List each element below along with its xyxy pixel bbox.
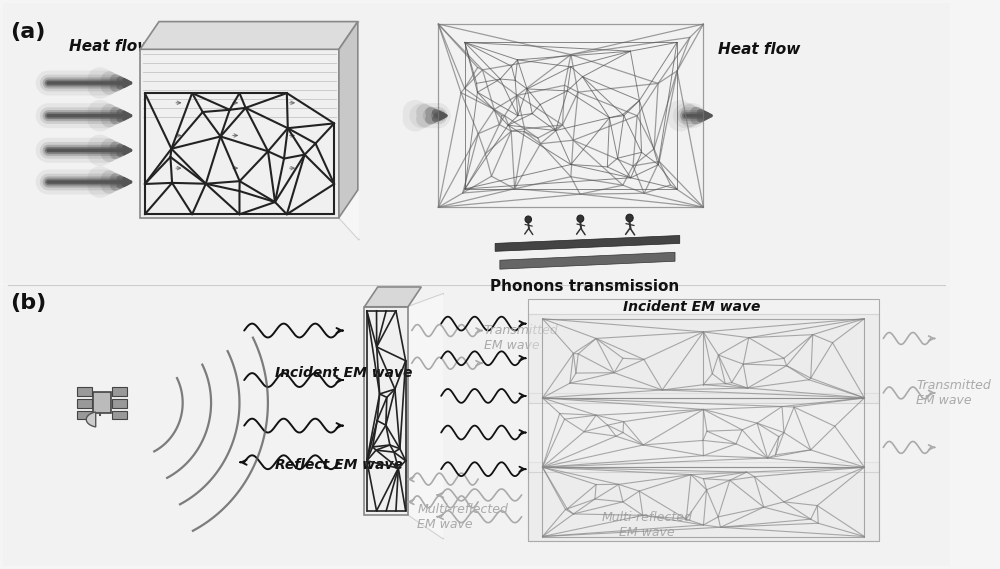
Polygon shape — [140, 22, 358, 50]
Text: Reflect EM wave: Reflect EM wave — [275, 458, 403, 472]
Polygon shape — [500, 252, 675, 269]
Text: Incident EM wave: Incident EM wave — [623, 300, 760, 314]
Bar — [112, 387, 127, 395]
Polygon shape — [408, 294, 443, 538]
Text: Multi-reflected
EM wave: Multi-reflected EM wave — [417, 502, 508, 531]
Bar — [112, 399, 127, 407]
Bar — [438, 24, 703, 207]
Polygon shape — [495, 236, 680, 251]
Polygon shape — [364, 287, 421, 307]
Text: Heat flow: Heat flow — [69, 39, 151, 54]
Bar — [77, 411, 92, 419]
Text: Heat flow: Heat flow — [718, 42, 800, 57]
Bar — [77, 399, 92, 407]
Text: Transmitted
EM wave: Transmitted EM wave — [484, 324, 559, 352]
Circle shape — [525, 216, 531, 223]
Polygon shape — [140, 50, 339, 218]
Bar — [112, 411, 127, 419]
Polygon shape — [86, 412, 96, 427]
Bar — [528, 314, 879, 403]
Bar — [528, 462, 879, 542]
Text: Phonons transmission: Phonons transmission — [490, 279, 680, 294]
Polygon shape — [339, 22, 358, 218]
Polygon shape — [364, 307, 408, 515]
Bar — [93, 393, 111, 413]
Text: Transmitted
EM wave: Transmitted EM wave — [916, 379, 991, 407]
Text: Multi-reflected
EM wave: Multi-reflected EM wave — [601, 510, 692, 539]
Bar — [77, 387, 92, 395]
Text: Incident EM wave: Incident EM wave — [275, 366, 413, 380]
Bar — [528, 299, 879, 542]
Text: (b): (b) — [10, 293, 47, 313]
Text: (a): (a) — [10, 22, 46, 42]
Circle shape — [577, 215, 584, 222]
Bar — [528, 393, 879, 472]
Circle shape — [626, 214, 633, 222]
Bar — [3, 3, 950, 284]
Bar — [3, 285, 950, 566]
Polygon shape — [339, 22, 359, 240]
